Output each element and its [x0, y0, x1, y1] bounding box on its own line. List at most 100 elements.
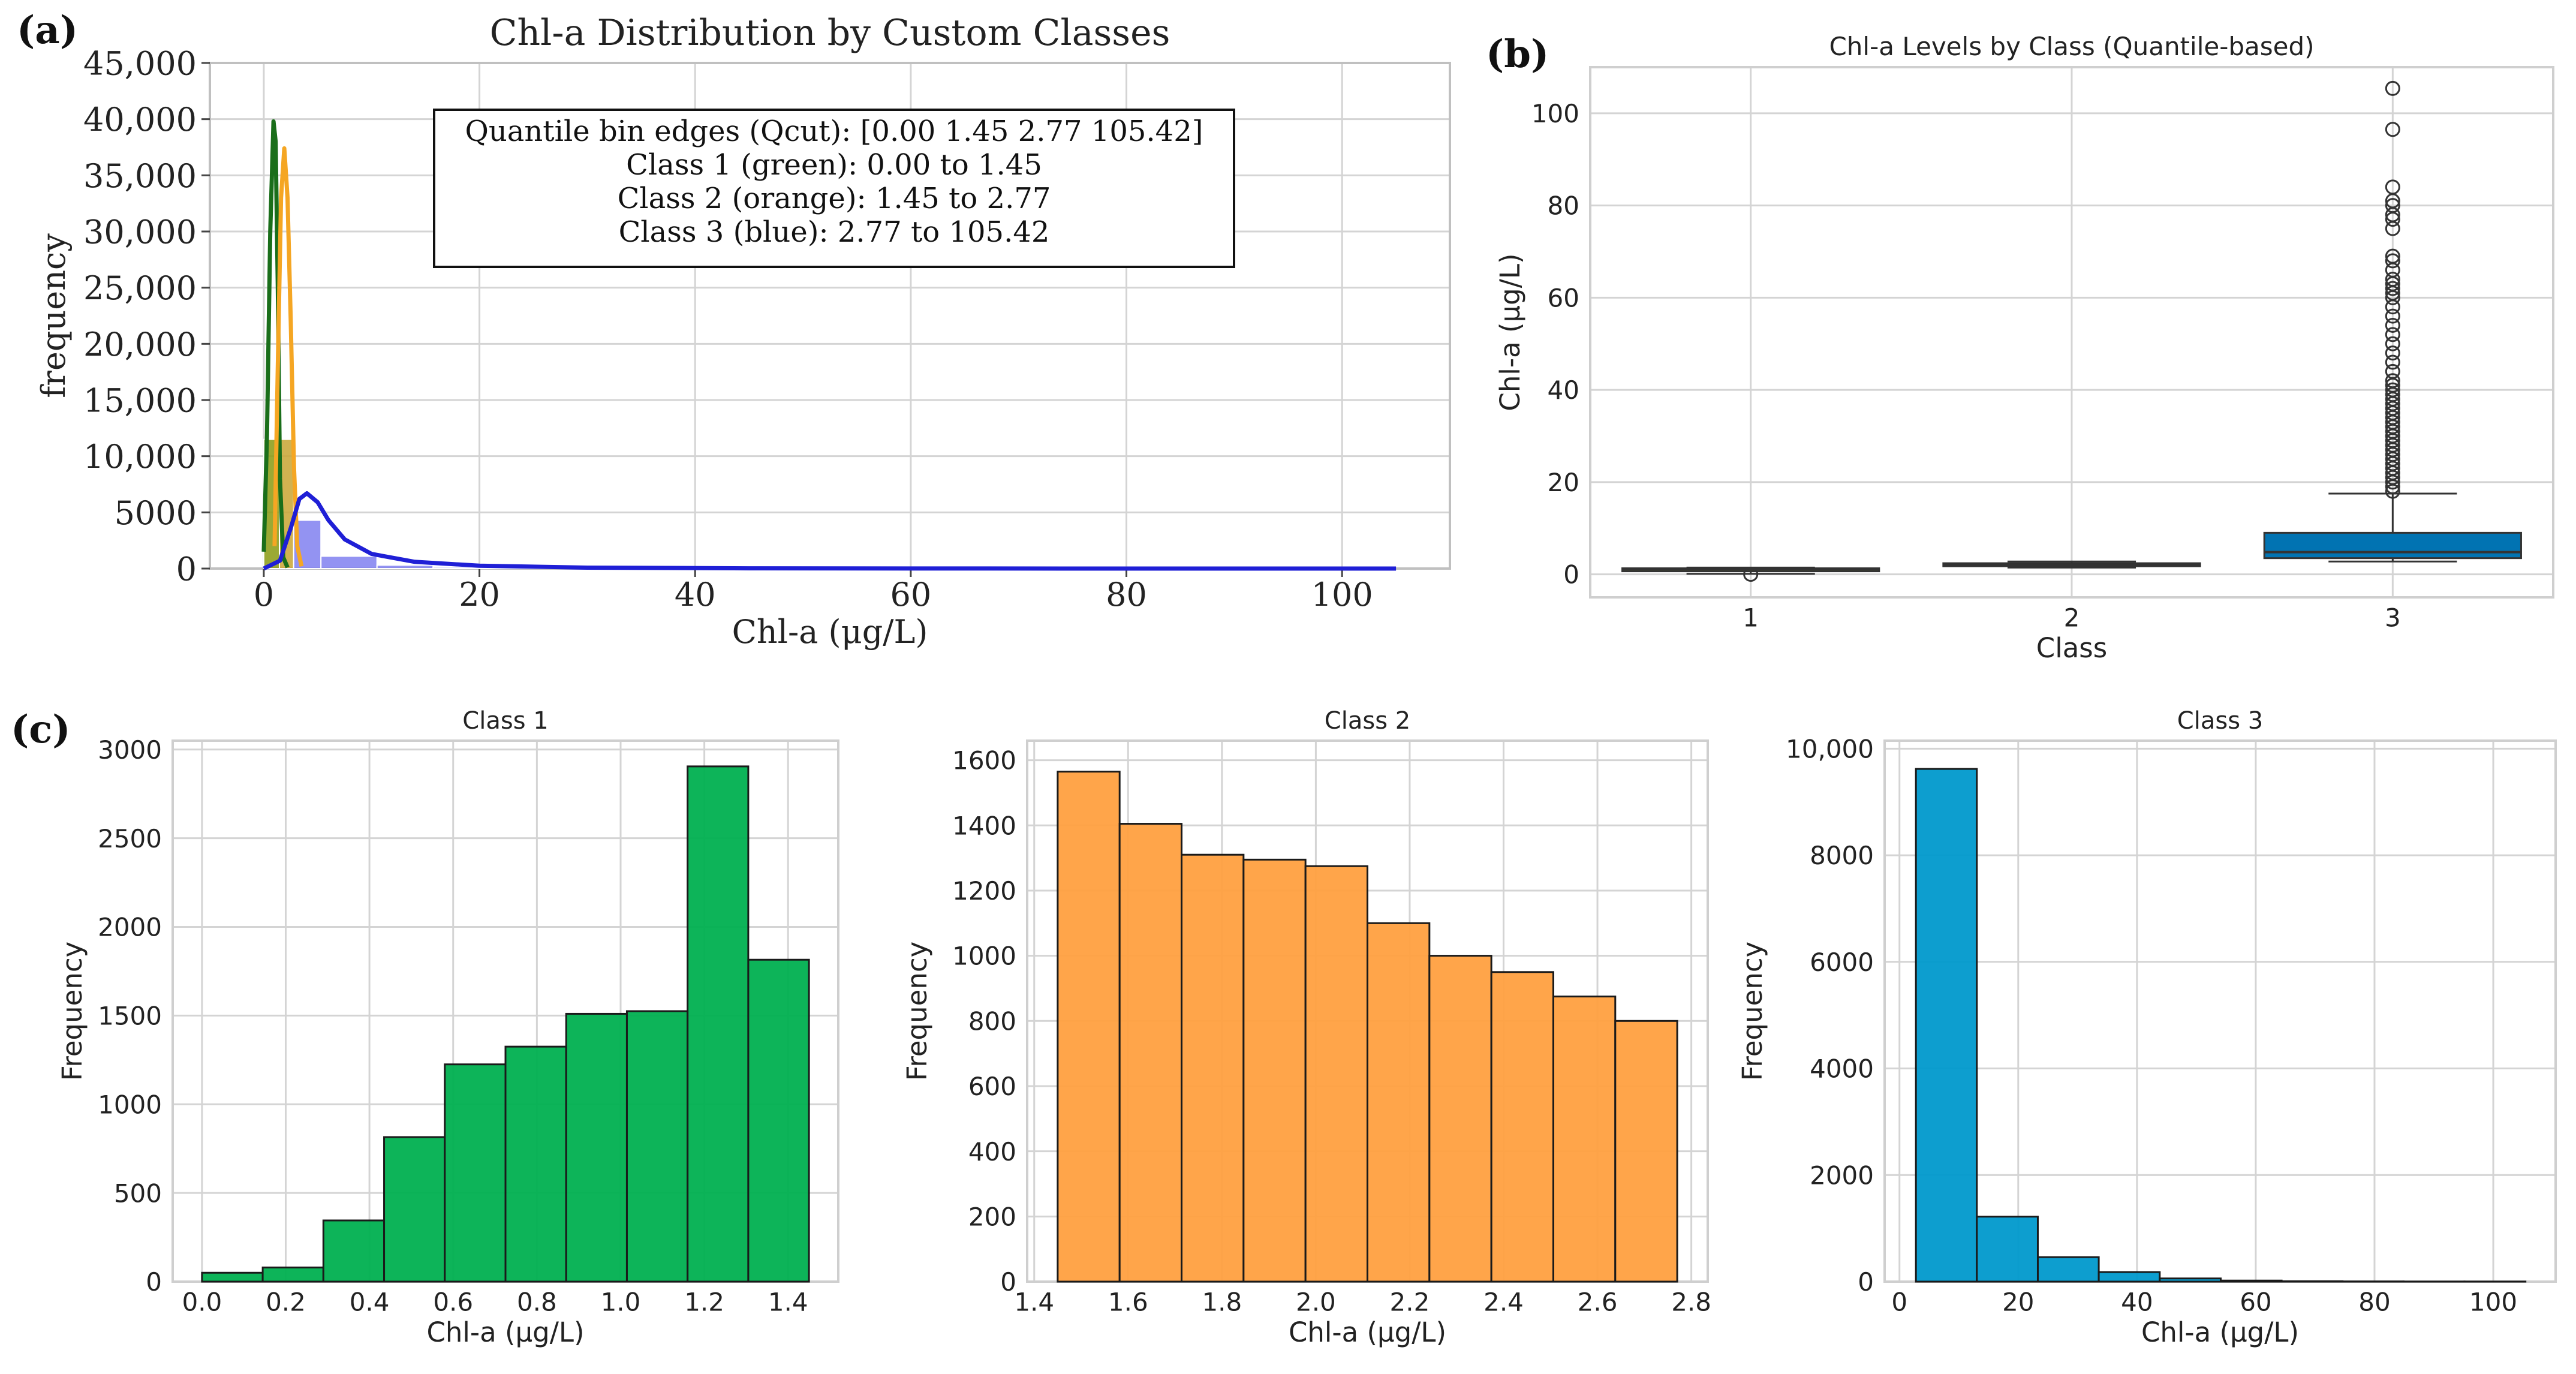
y-tick-label: 1200	[952, 876, 1016, 906]
outlier-point	[2385, 373, 2400, 389]
y-tick-label: 30,000	[83, 213, 197, 251]
x-axis-label: Chl-a (μg/L)	[732, 613, 928, 651]
outlier-point	[2385, 248, 2400, 264]
histogram-bar	[376, 564, 434, 570]
x-tick-label: 2.6	[1578, 1287, 1618, 1316]
histogram-bar	[1118, 823, 1183, 1283]
y-tick-label: 8000	[1810, 841, 1874, 870]
y-axis-label: Frequency	[1737, 942, 1768, 1081]
x-tick-label: 2.0	[1296, 1287, 1336, 1316]
plot-frame	[1589, 66, 2554, 599]
x-tick-label: 2.4	[1483, 1287, 1524, 1316]
histogram-bar	[565, 1012, 628, 1283]
x-tick-label: 100	[1311, 576, 1373, 614]
y-tick-label: 2000	[1810, 1160, 1874, 1190]
histogram-bar	[504, 1045, 567, 1283]
y-tick-label: 20,000	[83, 326, 197, 363]
chart-title: Chl-a Distribution by Custom Classes	[490, 12, 1170, 54]
histogram-bar	[1304, 865, 1368, 1283]
y-tick-label: 100	[1531, 99, 1579, 128]
y-tick-label: 6000	[1810, 948, 1874, 977]
x-tick-label: 60	[890, 576, 932, 614]
outlier-point	[2385, 122, 2400, 137]
chart-panel-b: 0 20 40 60 80 100 1 2 3 Chl-a Levels by Class (Qu…	[1494, 32, 2554, 664]
annotation-line: Quantile bin edges (Qcut): [0.00 1.45 2.…	[465, 115, 1203, 148]
chart-title: Chl-a Levels by Class (Quantile-based)	[1829, 32, 2314, 61]
histogram-bar	[687, 765, 750, 1283]
x-axis-label: Chl-a (μg/L)	[426, 1316, 584, 1348]
outlier-point	[2385, 354, 2400, 370]
x-tick-label: 60	[2240, 1287, 2271, 1316]
y-tick-label: 60	[1548, 283, 1579, 312]
x-tick-label: 20	[2002, 1287, 2034, 1316]
x-tick-label: 2	[2064, 603, 2080, 632]
outlier-point	[2385, 363, 2400, 379]
y-tick-label: 1000	[952, 942, 1016, 971]
outlier-point	[2385, 382, 2400, 398]
annotation-line: Class 2 (orange): 1.45 to 2.77	[618, 182, 1051, 215]
y-tick-label: 25,000	[83, 269, 197, 307]
x-tick-label: 1.4	[1014, 1287, 1054, 1316]
y-tick-label: 600	[968, 1072, 1016, 1101]
x-tick-label: 0.6	[433, 1287, 473, 1316]
y-tick-label: 0	[176, 550, 197, 588]
x-tick-label: 1.2	[684, 1287, 724, 1316]
histogram-bar	[322, 1219, 386, 1283]
histogram-bar	[383, 1136, 446, 1283]
y-tick-label: 1600	[952, 746, 1016, 775]
histogram-bar	[1367, 922, 1431, 1283]
chart-panel-c2: 0 200 400 600 800 1000 1200 1400 1600 1.4 1.6 1.8 2.…	[901, 707, 1711, 1348]
histogram-bar	[1976, 1216, 2039, 1283]
y-tick-label: 800	[968, 1006, 1016, 1036]
y-axis-label: Chl-a (μg/L)	[1494, 253, 1526, 411]
outlier-point	[2385, 336, 2400, 351]
outlier-point	[2385, 317, 2400, 333]
histogram-bar	[1057, 771, 1121, 1283]
y-tick-label: 10,000	[83, 438, 197, 476]
histogram-bar	[2036, 1256, 2100, 1283]
outlier-point	[2385, 179, 2400, 195]
histogram-bar	[1181, 853, 1245, 1283]
histogram-bar	[2159, 1277, 2222, 1283]
chart-panel-c3: 0 2000 4000 6000 8000 10,000 0 20 40 60 80 100 Class…	[1737, 707, 2557, 1348]
histogram-bar	[2280, 1280, 2344, 1283]
kde-curve	[263, 491, 1397, 571]
y-tick-label: 3000	[98, 735, 162, 765]
outlier-point	[2385, 281, 2400, 296]
y-tick-label: 20	[1548, 468, 1579, 497]
histogram-bar	[1915, 768, 1978, 1283]
histogram-bar	[625, 1010, 689, 1283]
y-tick-label: 1000	[98, 1090, 162, 1119]
annotation-line: Class 1 (green): 0.00 to 1.45	[626, 148, 1042, 182]
x-tick-label: 1.8	[1202, 1287, 1242, 1316]
outlier-point	[1743, 567, 1759, 582]
histogram-bar	[1552, 996, 1617, 1283]
y-tick-label: 400	[968, 1137, 1016, 1166]
y-axis-label: frequency	[35, 233, 73, 398]
histogram-bar	[1242, 858, 1307, 1283]
y-tick-label: 45,000	[83, 44, 197, 82]
y-tick-label: 1400	[952, 811, 1016, 840]
annotation-line: Class 3 (blue): 2.77 to 105.42	[619, 215, 1050, 249]
x-tick-label: 40	[2121, 1287, 2153, 1316]
x-tick-label: 2.8	[1671, 1287, 1711, 1316]
panel-label-a: (a)	[17, 8, 78, 53]
outlier-point	[2385, 327, 2400, 342]
y-tick-label: 1500	[98, 1002, 162, 1031]
outlier-point	[2385, 272, 2400, 287]
y-tick-label: 15,000	[83, 381, 197, 419]
histogram-bar	[2219, 1279, 2283, 1283]
histogram-bar	[261, 1266, 324, 1283]
histogram-bar	[1428, 955, 1492, 1283]
x-tick-label: 0.4	[350, 1287, 390, 1316]
x-axis-label: Class	[2036, 632, 2107, 664]
histogram-bar	[444, 1063, 507, 1283]
histogram-bar	[1490, 971, 1554, 1283]
x-tick-label: 0.2	[266, 1287, 306, 1316]
y-tick-label: 2000	[98, 913, 162, 942]
y-tick-label: 40	[1548, 375, 1579, 405]
x-tick-label: 80	[2358, 1287, 2390, 1316]
chart-panel-c1: 0 500 1000 1500 2000 2500 3000 0.0 0.2 0.4 0.6 0.8 1…	[56, 707, 839, 1348]
outlier-point	[2385, 308, 2400, 324]
